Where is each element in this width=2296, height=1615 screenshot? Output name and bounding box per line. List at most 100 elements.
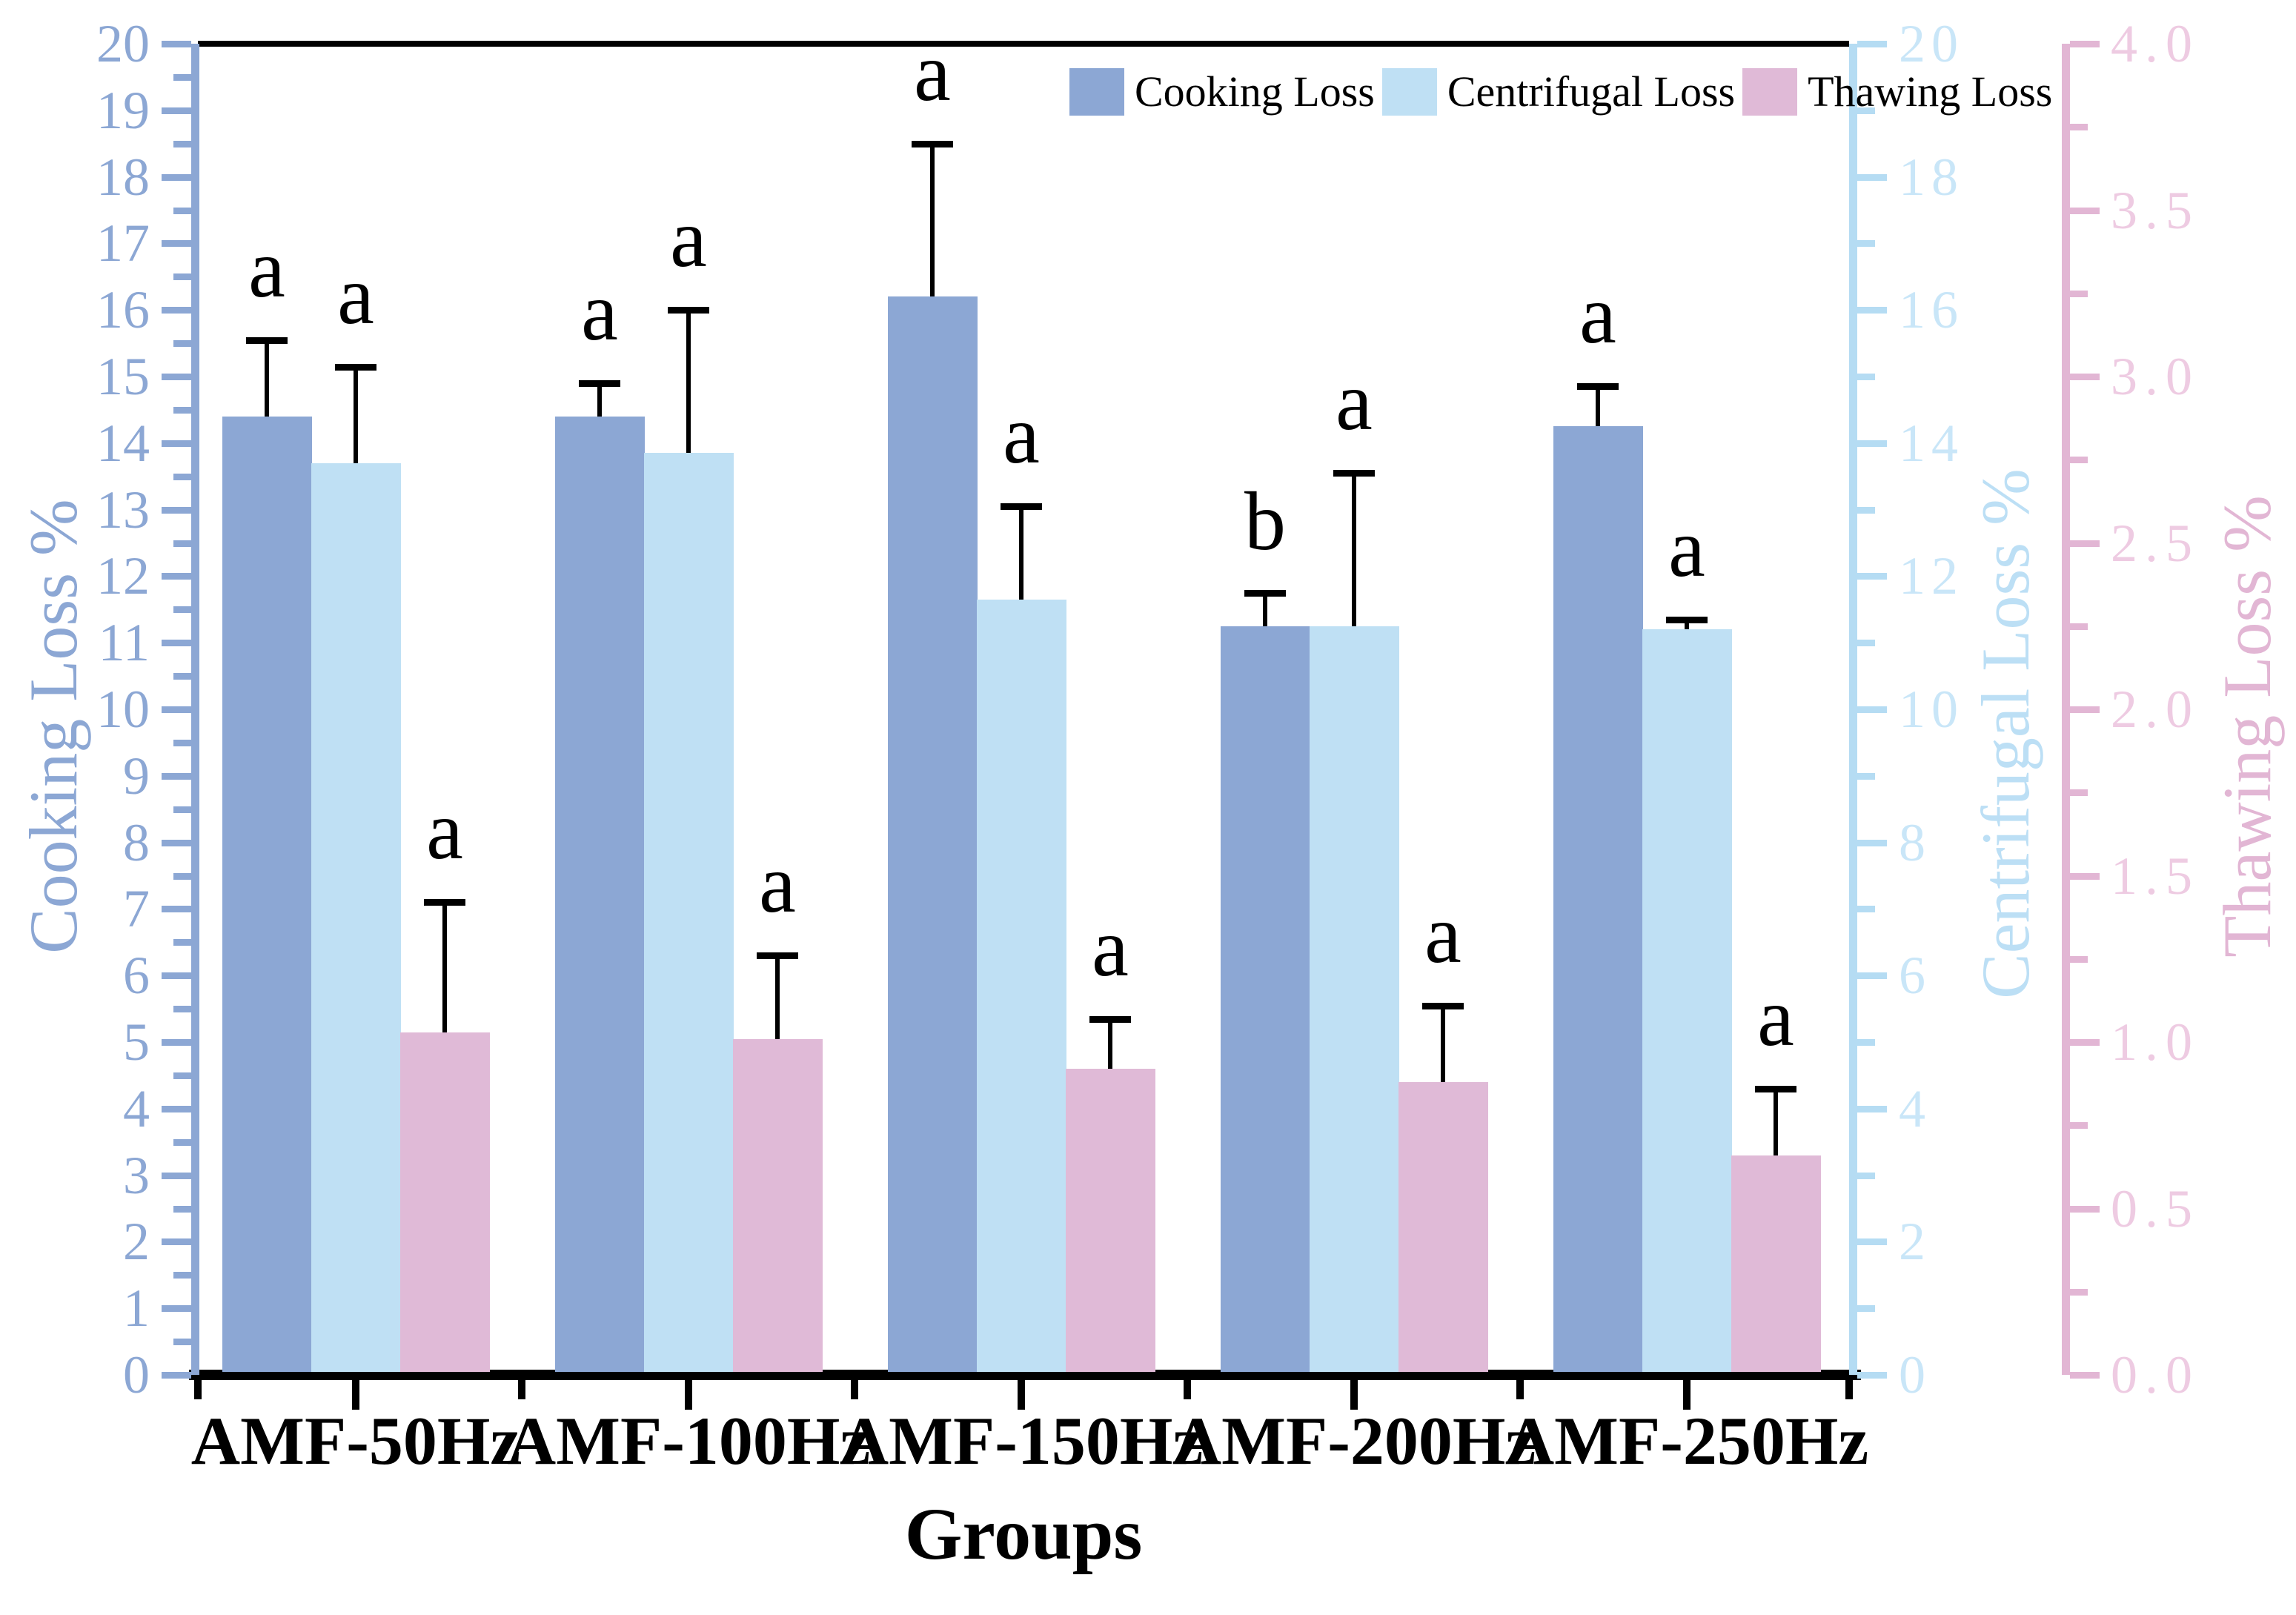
significance-letter: a — [1668, 502, 1705, 594]
x-tick-label: AMF-50Hz — [190, 1403, 521, 1479]
error-bar-cap — [1244, 589, 1286, 597]
significance-letter: a — [1092, 901, 1129, 994]
error-bar-cap — [1422, 1002, 1464, 1009]
legend-item-cooking-loss[interactable]: Cooking Loss — [1069, 68, 1375, 116]
thawing-loss-bar[interactable] — [1731, 1155, 1821, 1372]
plot-top-border — [198, 41, 1849, 47]
significance-letter: a — [337, 249, 374, 342]
cooking-loss-swatch — [1069, 68, 1124, 116]
centrifugal-loss-bar[interactable] — [977, 599, 1066, 1372]
left-axis-major-tick — [162, 440, 191, 447]
x-axis-minor-tick — [518, 1380, 525, 1399]
centrifugal-axis-minor-tick — [1857, 772, 1875, 780]
centrifugal-loss-swatch — [1381, 68, 1437, 116]
error-bar-cap — [1666, 616, 1708, 623]
error-bar-cap — [1577, 383, 1619, 391]
centrifugal-axis-major-tick — [1857, 41, 1887, 47]
centrifugal-loss-bar[interactable] — [1310, 626, 1399, 1372]
thawing-loss-bar[interactable] — [1066, 1068, 1155, 1372]
centrifugal-axis-minor-tick — [1857, 107, 1875, 114]
centrifugal-loss-bar[interactable] — [311, 462, 401, 1372]
left-axis-minor-tick — [173, 340, 191, 348]
centrifugal-axis-major-tick — [1857, 1105, 1887, 1112]
cooking-loss-bar[interactable] — [1221, 626, 1310, 1372]
left-axis-major-tick — [162, 1238, 191, 1246]
error-bar-cap — [424, 899, 465, 906]
error-bar-cap — [757, 952, 798, 960]
left-axis-minor-tick — [173, 1072, 191, 1079]
left-axis-major-tick — [162, 240, 191, 248]
error-bar-cap — [579, 379, 620, 387]
thawing-loss-bar[interactable] — [733, 1038, 823, 1372]
left-axis-tick-label: 5 — [123, 1012, 150, 1072]
cooking-loss-bar[interactable] — [555, 416, 645, 1372]
centrifugal-axis-tick-label: 12 — [1899, 546, 1964, 606]
cooking-loss-bar[interactable] — [1553, 426, 1643, 1372]
centrifugal-axis-major-tick — [1857, 1238, 1887, 1246]
left-axis-tick-label: 2 — [123, 1212, 150, 1272]
thawing-axis-tick-label: 4.0 — [2111, 14, 2200, 73]
thawing-axis-minor-tick — [2070, 1288, 2088, 1296]
thawing-axis-tick-label: 1.5 — [2111, 846, 2200, 906]
left-axis-tick-label: 18 — [96, 147, 150, 207]
thawing-axis-minor-tick — [2070, 955, 2088, 963]
legend-label: Centrifugal Loss — [1447, 67, 1736, 116]
x-axis-minor-tick — [851, 1380, 858, 1399]
left-axis-tick-label: 16 — [96, 280, 150, 340]
significance-letter: a — [1579, 269, 1616, 362]
error-bar-cap — [246, 336, 288, 344]
error-bar — [1263, 592, 1267, 626]
x-axis-minor-tick — [1184, 1380, 1191, 1399]
left-axis-tick-label: 20 — [96, 14, 150, 73]
legend-item-centrifugal-loss[interactable]: Centrifugal Loss — [1381, 67, 1736, 116]
left-axis-tick-label: 17 — [96, 213, 150, 273]
centrifugal-axis-tick-label: 14 — [1899, 413, 1964, 473]
thawing-axis-minor-tick — [2070, 124, 2088, 131]
significance-letter: a — [670, 193, 707, 285]
thawing-axis-tick-label: 1.0 — [2111, 1012, 2200, 1072]
left-axis-major-tick — [162, 839, 191, 846]
left-axis-tick-label: 13 — [96, 480, 150, 540]
left-axis-spine — [191, 44, 199, 1375]
significance-letter: a — [1336, 356, 1373, 448]
significance-letter: a — [426, 785, 463, 878]
thawing-axis-major-tick — [2070, 1372, 2100, 1379]
left-axis-tick-label: 19 — [96, 80, 150, 140]
left-axis-minor-tick — [173, 1006, 191, 1013]
error-bar-cap — [668, 307, 709, 314]
thawing-loss-bar[interactable] — [1398, 1081, 1488, 1372]
left-axis-tick-label: 7 — [123, 879, 150, 939]
error-bar — [1596, 386, 1600, 427]
thawing-axis-minor-tick — [2070, 290, 2088, 297]
x-tick-label: AMF-100Hz — [506, 1403, 871, 1479]
significance-letter: a — [759, 838, 796, 931]
centrifugal-axis-minor-tick — [1857, 1305, 1875, 1313]
centrifugal-loss-bar[interactable] — [1642, 629, 1732, 1372]
cooking-loss-bar[interactable] — [888, 296, 978, 1372]
x-axis-minor-tick — [194, 1380, 202, 1399]
x-axis-major-tick — [1350, 1380, 1358, 1410]
centrifugal-axis-minor-tick — [1857, 506, 1875, 514]
thawing-axis-tick-label: 0.5 — [2111, 1178, 2200, 1238]
left-axis-major-tick — [162, 573, 191, 580]
right-inner-axis-spine — [1849, 44, 1857, 1375]
thawing-loss-bar[interactable] — [400, 1032, 490, 1372]
left-axis-major-tick — [162, 107, 191, 114]
left-axis-tick-label: 12 — [96, 546, 150, 606]
thawing-axis-tick-label: 3.0 — [2111, 347, 2200, 406]
left-axis-minor-tick — [173, 1272, 191, 1279]
left-axis-minor-tick — [173, 1138, 191, 1146]
significance-letter: a — [1757, 971, 1794, 1064]
thawing-axis-major-tick — [2070, 41, 2100, 47]
left-axis-tick-label: 10 — [96, 680, 150, 739]
x-axis-major-tick — [1683, 1380, 1691, 1410]
error-bar — [775, 955, 780, 1039]
left-axis-minor-tick — [173, 207, 191, 214]
significance-letter: b — [1244, 475, 1286, 568]
centrifugal-loss-bar[interactable] — [644, 453, 734, 1372]
legend-item-thawing-loss[interactable]: Thawing Loss — [1742, 68, 2052, 116]
legend-label: Cooking Loss — [1135, 67, 1375, 116]
left-axis-minor-tick — [173, 140, 191, 147]
x-axis-minor-tick — [1516, 1380, 1524, 1399]
cooking-loss-bar[interactable] — [222, 416, 312, 1372]
